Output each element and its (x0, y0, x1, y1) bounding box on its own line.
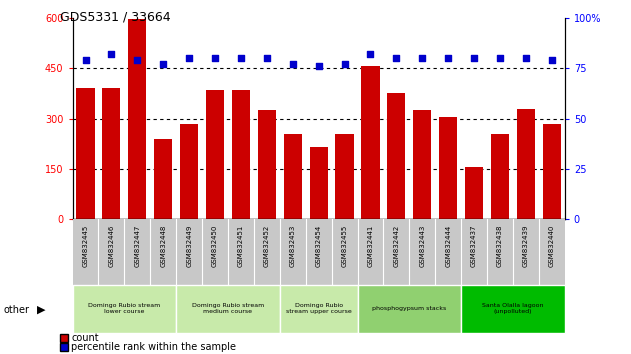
Text: GSM832441: GSM832441 (367, 225, 374, 267)
Bar (102, 88, 121, 219)
Text: GSM832444: GSM832444 (445, 225, 451, 267)
Point (133, 57, 143, 63)
Bar (206, 90, 224, 219)
Text: GSM832446: GSM832446 (109, 225, 114, 267)
Text: count: count (71, 333, 99, 343)
Text: percentile rank within the sample: percentile rank within the sample (71, 342, 236, 352)
Bar (413, 110, 432, 219)
Text: GSM832451: GSM832451 (238, 225, 244, 267)
Point (365, 51, 375, 57)
Text: Santa Olalla lagoon
(unpolluted): Santa Olalla lagoon (unpolluted) (482, 303, 544, 314)
Bar (154, 139, 172, 219)
Bar (387, 93, 406, 219)
Text: other: other (3, 305, 29, 315)
Bar (461, 285, 565, 333)
Bar (465, 167, 483, 219)
Text: Domingo Rubio stream
medium course: Domingo Rubio stream medium course (192, 303, 264, 314)
Text: GSM832437: GSM832437 (471, 225, 477, 267)
Point (81, 57, 91, 63)
Point (469, 55, 479, 61)
Bar (362, 67, 379, 219)
Point (443, 55, 453, 61)
Bar (73, 285, 176, 333)
Text: GDS5331 / 33664: GDS5331 / 33664 (60, 11, 170, 24)
Point (262, 55, 272, 61)
Bar (180, 124, 198, 219)
Text: GSM832455: GSM832455 (341, 225, 348, 267)
Bar (280, 285, 358, 333)
Point (339, 61, 350, 67)
Point (521, 55, 531, 61)
Text: GSM832449: GSM832449 (186, 225, 192, 267)
Bar (310, 147, 327, 219)
Point (495, 55, 505, 61)
Bar (232, 90, 250, 219)
Point (288, 61, 298, 67)
Text: GSM832448: GSM832448 (160, 225, 166, 267)
Bar (543, 124, 561, 219)
Bar (176, 285, 280, 333)
Text: GSM832452: GSM832452 (264, 225, 270, 267)
Bar (439, 117, 457, 219)
Text: GSM832439: GSM832439 (523, 225, 529, 267)
Bar (128, 19, 146, 219)
Bar (336, 134, 353, 219)
Bar (517, 108, 535, 219)
Point (546, 57, 557, 63)
Point (158, 61, 168, 67)
Point (391, 55, 401, 61)
Point (184, 55, 194, 61)
Text: Domingo Rubio
stream upper course: Domingo Rubio stream upper course (286, 303, 351, 314)
Bar (491, 134, 509, 219)
Text: GSM832443: GSM832443 (419, 225, 425, 267)
Text: Domingo Rubio stream
lower course: Domingo Rubio stream lower course (88, 303, 160, 314)
Text: ▶: ▶ (37, 305, 45, 315)
Point (210, 55, 220, 61)
Bar (258, 110, 276, 219)
Text: GSM832447: GSM832447 (134, 225, 140, 267)
Text: GSM832453: GSM832453 (290, 225, 296, 267)
Bar (358, 285, 461, 333)
Bar (284, 134, 302, 219)
Text: GSM832440: GSM832440 (549, 225, 555, 267)
Text: GSM832450: GSM832450 (212, 225, 218, 267)
Point (417, 55, 427, 61)
Text: GSM832438: GSM832438 (497, 225, 503, 267)
Point (107, 51, 117, 57)
Point (314, 63, 324, 69)
Text: GSM832445: GSM832445 (83, 225, 88, 267)
Bar (76, 88, 95, 219)
Text: GSM832454: GSM832454 (316, 225, 322, 267)
Point (236, 55, 246, 61)
Text: GSM832442: GSM832442 (393, 225, 399, 267)
Text: phosphogypsum stacks: phosphogypsum stacks (372, 306, 447, 312)
